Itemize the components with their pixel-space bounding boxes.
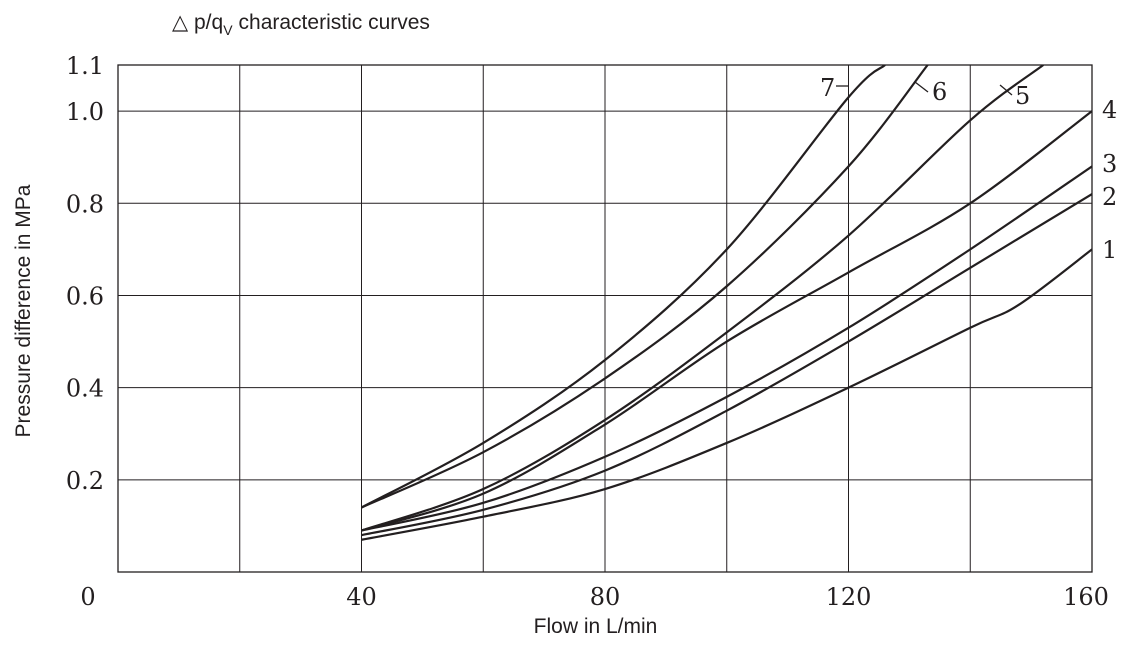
curve-label-2: 2 [1102,183,1117,211]
y-tick-label: 1.1 [66,52,104,80]
series-line-6 [361,65,929,509]
curve-label-7: 7 [820,74,835,102]
plot-frame [117,64,1093,573]
chart-title: △ p/qV characteristic curves [172,10,430,38]
curve-label-layer: 4 3 2 1 5 6 7 [820,74,1117,264]
title-prefix: △ p/q [172,11,224,34]
curve-leader-5 [999,84,1013,96]
title-suffix: characteristic curves [238,11,430,34]
x-tick-label: 80 [590,583,621,611]
x-tick-label: 120 [826,583,872,611]
series-line-7 [360,65,886,509]
x-axis-label: Flow in L/min [533,615,658,638]
grid-layer [117,64,1093,572]
y-tick-label: 0.8 [66,190,104,218]
x-tick-label: 0 [80,583,95,611]
curve-label-4: 4 [1102,96,1117,124]
series-line-1 [361,248,1092,541]
series-line-3 [361,165,1092,532]
x-tick-label: 40 [346,583,377,611]
series-layer [360,65,1092,541]
title-subscript: V [223,22,233,38]
tick-label-layer: 0 40 80 120 160 0.2 0.4 0.6 0.8 1.0 1.1 [66,52,1109,611]
curve-label-1: 1 [1102,236,1117,264]
y-axis-label: Pressure difference in MPa [12,184,35,438]
y-tick-label: 0.2 [66,467,104,495]
series-line-2 [361,193,1092,537]
y-tick-label: 0.4 [66,375,104,403]
x-tick-label: 160 [1063,583,1109,611]
series-line-4 [361,110,1092,532]
curve-label-5: 5 [1015,82,1030,110]
curve-label-6: 6 [932,78,947,106]
curve-leader-6 [914,81,929,93]
y-tick-label: 1.0 [66,98,104,126]
curve-label-3: 3 [1102,150,1117,178]
y-tick-label: 0.6 [66,282,104,310]
series-line-5 [361,65,1044,532]
